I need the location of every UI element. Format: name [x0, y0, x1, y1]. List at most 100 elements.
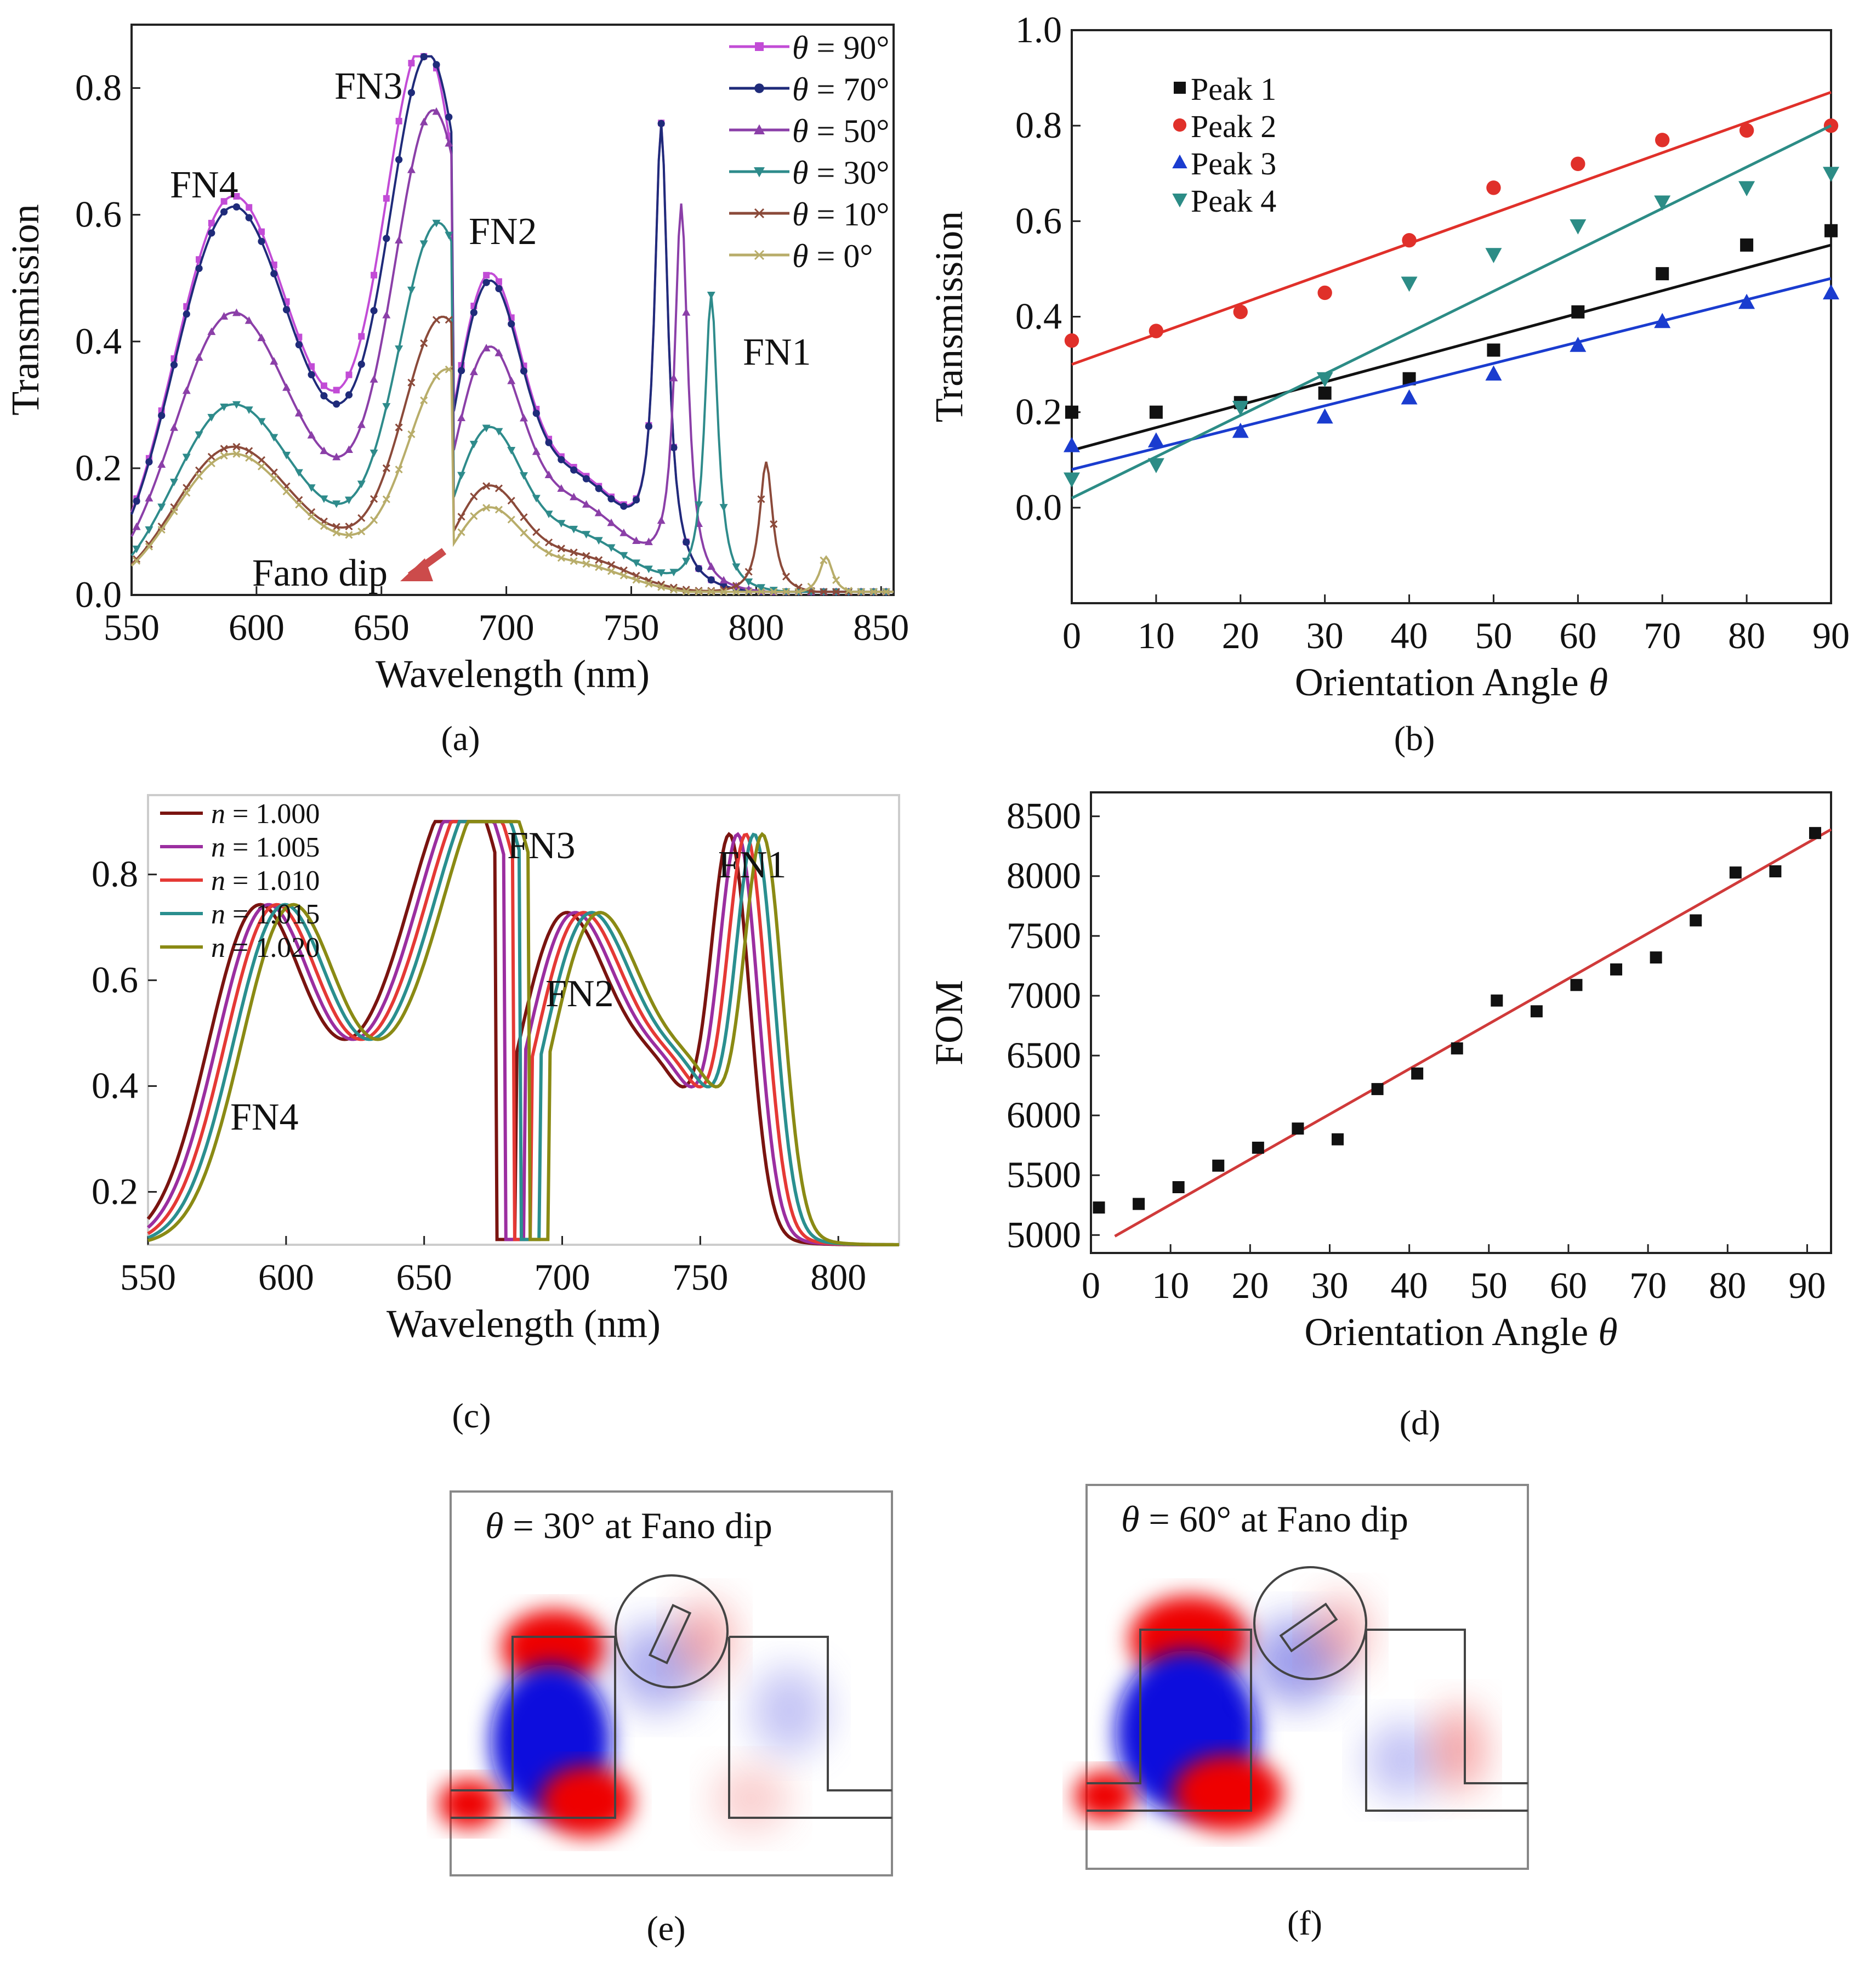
series-a-marker-1 [495, 285, 503, 292]
series-a-marker-4 [457, 513, 465, 521]
series-c-line-3 [147, 820, 899, 1246]
point-d [1212, 1159, 1225, 1172]
series-a-marker-2 [307, 430, 316, 439]
annotation-fano-dip: Fano dip [252, 552, 388, 594]
point-b-1 [1064, 333, 1079, 348]
caption-a: (a) [441, 719, 480, 758]
series-a-marker-3 [207, 413, 216, 422]
plot-frame [147, 794, 900, 1246]
series-a-marker-3 [544, 511, 553, 519]
series-a-marker-4 [332, 523, 340, 531]
series-a-marker-3 [332, 500, 341, 508]
x-tick-label: 750 [672, 1256, 728, 1298]
series-a-marker-1 [395, 156, 403, 163]
series-a-marker-3 [594, 537, 603, 545]
series-a-marker-1 [232, 203, 241, 211]
legend-a-label-0: θ = 90° [792, 30, 889, 66]
series-a-marker-5 [370, 516, 378, 524]
series-a-marker-3 [570, 525, 578, 534]
series-a-marker-3 [407, 286, 416, 294]
legend-c-label-3: n = 1.015 [211, 899, 320, 930]
legend-a-rest: = 0° [808, 238, 873, 274]
point-b-1 [1486, 180, 1501, 195]
series-a-marker-4 [445, 316, 453, 324]
caption-b: (b) [1394, 719, 1435, 758]
field-e-red-cavity [674, 1601, 735, 1678]
series-a-marker-1 [520, 367, 528, 375]
series-a-marker-3 [494, 428, 503, 436]
legend-a-rest: = 30° [808, 155, 889, 191]
series-a-marker-2 [257, 333, 266, 342]
series-a-marker-5 [494, 506, 503, 514]
x-tick-label: 850 [853, 606, 909, 648]
series-a-marker-2 [644, 537, 653, 546]
series-a-marker-4 [407, 378, 416, 387]
series-a-marker-1 [595, 485, 602, 492]
point-d [1690, 914, 1702, 927]
series-a-marker-3 [707, 291, 715, 299]
x-axis-label: Orientation Angle θ [1295, 660, 1608, 704]
x-tick-label: 700 [479, 606, 535, 648]
series-a-marker-5 [445, 365, 453, 373]
series-a-marker-0 [258, 228, 265, 235]
field-f-red-right [1431, 1705, 1486, 1793]
series-a-marker-2 [544, 470, 553, 478]
series-a-marker-3 [469, 440, 478, 449]
x-axis-label-text: Wavelength (nm) [376, 652, 650, 696]
series-a-marker-2 [482, 343, 491, 351]
x-tick-label: 50 [1470, 1264, 1508, 1306]
legend-a-sym: θ [792, 30, 808, 66]
field-map-f-title: θ = 60° at Fano dip [1121, 1498, 1408, 1540]
series-a-marker-3 [369, 449, 378, 457]
series-a-marker-4 [145, 540, 153, 548]
series-a-marker-5 [545, 549, 553, 557]
panel-b-chart: 0 10 20 30 40 50 60 70 80 90 0.0 0.2 0.4 0.6 0.8 1.0 Ori… [927, 9, 1850, 704]
series-a-marker-5 [432, 372, 441, 381]
series-a-marker-1 [320, 392, 328, 400]
annotation-FN1: FN1 [743, 331, 811, 373]
point-b-0 [1318, 386, 1332, 400]
series-a-marker-1 [270, 270, 278, 277]
series-c-line-4 [147, 820, 899, 1246]
series-a-marker-1 [558, 456, 565, 463]
point-b-3 [1232, 400, 1249, 416]
y-tick-label: 0.8 [92, 853, 138, 895]
x-tick-label: 650 [354, 606, 410, 648]
series-a-marker-4 [470, 492, 478, 501]
series-a-marker-5 [770, 588, 778, 596]
series-a-marker-3 [320, 495, 328, 503]
legend-c-label-2: n = 1.010 [211, 865, 320, 897]
series-a-marker-5 [520, 529, 528, 537]
field-map-e-blobs [439, 1601, 828, 1837]
series-a-marker-5 [619, 571, 628, 580]
series-a-marker-2 [432, 107, 441, 115]
legend-b-label-1: Peak 2 [1191, 109, 1276, 144]
series-a-marker-0 [395, 117, 402, 124]
series-a-marker-5 [707, 588, 715, 596]
legend-b-marker-1 [1173, 118, 1187, 132]
series-a-marker-4 [420, 339, 428, 348]
point-d [1411, 1067, 1424, 1080]
x-tick-label: 70 [1644, 615, 1681, 656]
series-a-marker-3 [169, 478, 178, 486]
point-b-3 [1485, 248, 1502, 263]
fit-line-b-0 [1071, 243, 1832, 452]
series-a-marker-5 [470, 512, 478, 520]
series-a-marker-1 [508, 320, 515, 328]
x-tick-label: 30 [1311, 1264, 1348, 1306]
series-a-marker-1 [383, 235, 390, 242]
series-a-marker-5 [832, 576, 840, 585]
series-a-marker-4 [595, 556, 603, 564]
series-a-marker-2 [657, 516, 666, 524]
point-b-1 [1571, 156, 1585, 172]
point-d [1133, 1198, 1145, 1210]
legend-a-sym: θ [792, 155, 808, 191]
series-a-marker-5 [257, 462, 266, 470]
series-a-marker-2 [270, 357, 278, 365]
series-a-marker-2 [570, 492, 578, 501]
point-d [1530, 1005, 1543, 1018]
x-tick-label: 30 [1306, 615, 1344, 656]
legend-a-marker-2 [754, 124, 765, 134]
panel-e-field-map: θ = 30° at Fano dip [439, 1490, 893, 1876]
x-tick-label: 50 [1475, 615, 1512, 656]
